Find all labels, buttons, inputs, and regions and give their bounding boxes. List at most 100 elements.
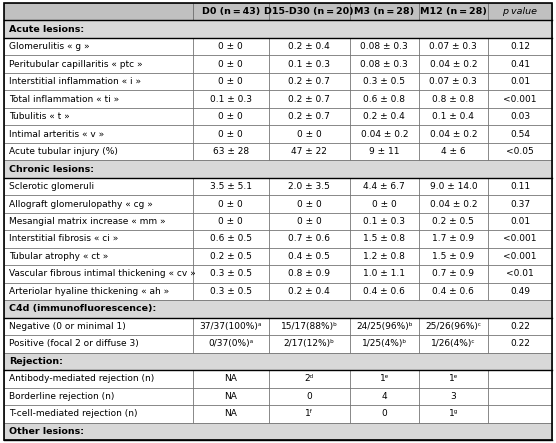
Bar <box>193 55 269 73</box>
Bar <box>4 388 193 405</box>
Text: 0.1 ± 0.3: 0.1 ± 0.3 <box>288 60 330 69</box>
Bar <box>350 178 419 195</box>
Bar <box>488 143 552 160</box>
Text: Interstitial inflammation « i »: Interstitial inflammation « i » <box>9 77 141 86</box>
Bar <box>488 108 552 125</box>
Bar <box>419 230 488 248</box>
Bar <box>4 283 193 300</box>
Bar <box>419 213 488 230</box>
Bar <box>4 318 193 335</box>
Bar <box>419 248 488 265</box>
Bar <box>4 300 552 318</box>
Text: Rejection:: Rejection: <box>9 357 63 366</box>
Bar <box>419 178 488 195</box>
Bar <box>419 318 488 335</box>
Text: 1ᵍ: 1ᵍ <box>449 409 458 418</box>
Text: 9 ± 11: 9 ± 11 <box>369 147 400 156</box>
Text: 0/37(0%)ᵃ: 0/37(0%)ᵃ <box>208 339 254 348</box>
Text: NA: NA <box>225 392 237 401</box>
Bar <box>488 38 552 55</box>
Bar <box>419 38 488 55</box>
Bar <box>193 73 269 90</box>
Text: D15-D30 (n = 20): D15-D30 (n = 20) <box>265 7 354 16</box>
Bar <box>4 125 193 143</box>
Bar <box>193 38 269 55</box>
Bar <box>193 335 269 353</box>
Text: 37/37(100%)ᵃ: 37/37(100%)ᵃ <box>200 322 262 331</box>
Bar <box>269 388 350 405</box>
Text: 0.04 ± 0.2: 0.04 ± 0.2 <box>430 60 477 69</box>
Text: 0.2 ± 0.7: 0.2 ± 0.7 <box>289 95 330 104</box>
Text: 1ᶠ: 1ᶠ <box>305 409 314 418</box>
Bar <box>419 265 488 283</box>
Bar <box>4 230 193 248</box>
Text: 0.3 ± 0.5: 0.3 ± 0.5 <box>210 269 252 279</box>
Text: 0: 0 <box>381 409 387 418</box>
Bar <box>4 73 193 90</box>
Bar <box>193 283 269 300</box>
Text: 1/26(4%)ᶜ: 1/26(4%)ᶜ <box>431 339 476 348</box>
Bar <box>419 388 488 405</box>
Bar <box>193 388 269 405</box>
Text: 0.1 ± 0.3: 0.1 ± 0.3 <box>363 217 405 226</box>
Bar <box>488 73 552 90</box>
Text: Vascular fibrous intimal thickening « cv »: Vascular fibrous intimal thickening « cv… <box>9 269 196 279</box>
Bar <box>193 108 269 125</box>
Text: M3 (n = 28): M3 (n = 28) <box>354 7 414 16</box>
Bar <box>350 318 419 335</box>
Text: Peritubular capillaritis « ptc »: Peritubular capillaritis « ptc » <box>9 60 143 69</box>
Bar <box>4 178 193 195</box>
Bar <box>269 143 350 160</box>
Text: 0 ± 0: 0 ± 0 <box>219 112 243 121</box>
Text: Intimal arteritis « v »: Intimal arteritis « v » <box>9 130 105 139</box>
Bar <box>488 230 552 248</box>
Bar <box>419 195 488 213</box>
Text: 0.54: 0.54 <box>510 130 530 139</box>
Bar <box>4 423 552 440</box>
Text: M12 (n = 28): M12 (n = 28) <box>420 7 487 16</box>
Text: 0.49: 0.49 <box>510 287 530 296</box>
Text: 0.07 ± 0.3: 0.07 ± 0.3 <box>429 42 477 51</box>
Text: 0.4 ± 0.6: 0.4 ± 0.6 <box>364 287 405 296</box>
Bar <box>350 108 419 125</box>
Text: 0.2 ± 0.4: 0.2 ± 0.4 <box>289 42 330 51</box>
Text: Acute lesions:: Acute lesions: <box>9 25 84 34</box>
Bar <box>4 353 552 370</box>
Bar <box>419 125 488 143</box>
Text: 0.1 ± 0.4: 0.1 ± 0.4 <box>433 112 474 121</box>
Text: 0 ± 0: 0 ± 0 <box>219 77 243 86</box>
Bar <box>350 283 419 300</box>
Bar <box>488 248 552 265</box>
Bar <box>4 3 193 20</box>
Text: 2ᵈ: 2ᵈ <box>305 374 314 383</box>
Bar <box>350 143 419 160</box>
Bar <box>4 370 193 388</box>
Text: 0.8 ± 0.9: 0.8 ± 0.9 <box>288 269 330 279</box>
Bar <box>488 283 552 300</box>
Bar <box>350 405 419 423</box>
Bar <box>4 265 193 283</box>
Bar <box>350 370 419 388</box>
Text: 0.3 ± 0.5: 0.3 ± 0.5 <box>363 77 405 86</box>
Text: 0.07 ± 0.3: 0.07 ± 0.3 <box>429 77 477 86</box>
Bar <box>269 370 350 388</box>
Bar <box>350 265 419 283</box>
Bar <box>488 213 552 230</box>
Bar <box>193 370 269 388</box>
Bar <box>488 178 552 195</box>
Text: 0.8 ± 0.8: 0.8 ± 0.8 <box>433 95 474 104</box>
Text: NA: NA <box>225 409 237 418</box>
Bar <box>193 248 269 265</box>
Text: 24/25(96%)ᵇ: 24/25(96%)ᵇ <box>356 322 413 331</box>
Text: Chronic lesions:: Chronic lesions: <box>9 164 94 174</box>
Bar <box>488 265 552 283</box>
Bar <box>193 125 269 143</box>
Text: 0.08 ± 0.3: 0.08 ± 0.3 <box>360 42 408 51</box>
Bar <box>488 388 552 405</box>
Text: 1.2 ± 0.8: 1.2 ± 0.8 <box>364 252 405 261</box>
Text: 0 ± 0: 0 ± 0 <box>219 217 243 226</box>
Text: Borderline rejection (n): Borderline rejection (n) <box>9 392 115 401</box>
Text: 0.37: 0.37 <box>510 199 530 209</box>
Bar <box>4 160 552 178</box>
Text: Antibody-mediated rejection (n): Antibody-mediated rejection (n) <box>9 374 154 383</box>
